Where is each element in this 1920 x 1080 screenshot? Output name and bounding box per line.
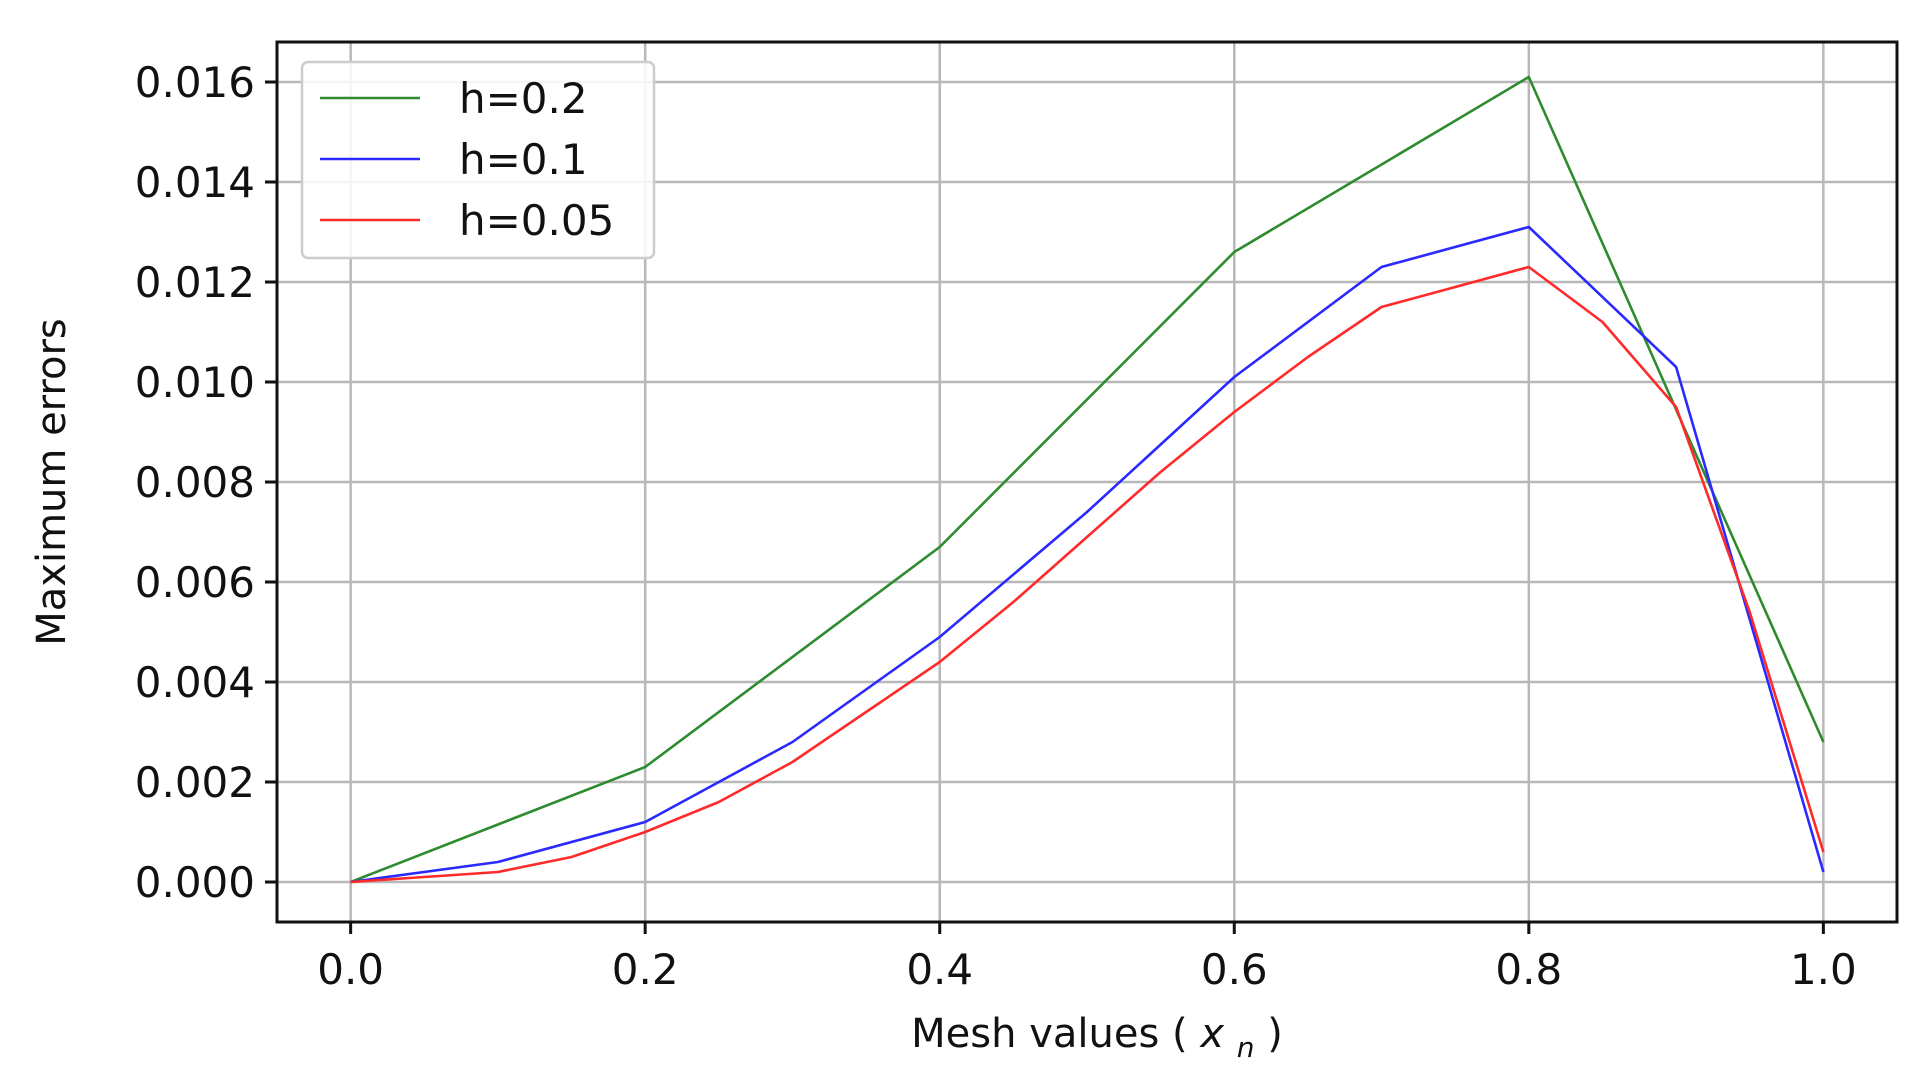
legend-box [300, 60, 656, 260]
series-layer [350, 75, 1825, 884]
y-tick-label: 0.010 [135, 358, 255, 407]
x-axis-label-text: Mesh values [911, 1011, 1159, 1057]
y-tick-label: 0.016 [135, 58, 255, 107]
y-axis: 0.000 0.002 0.004 0.006 0.008 0.010 0.012 0.014… [135, 58, 277, 907]
legend-item: h=0.05 [320, 196, 614, 245]
y-tick-label: 0.012 [135, 258, 255, 307]
grid [277, 42, 1897, 922]
x-axis: 0.0 0.2 0.4 0.6 0.8 1.0 [317, 922, 1857, 994]
series-line-h=0.2 [350, 75, 1825, 884]
y-axis-label: Maximum errors [29, 318, 75, 645]
x-axis-label: Mesh values ( x n ) [911, 1011, 1283, 1067]
x-axis-label-subscript: n [1237, 1031, 1255, 1064]
x-tick-label: 0.4 [906, 945, 973, 994]
x-axis-label-paren-close: ) [1267, 1011, 1283, 1057]
x-tick-label: 0.0 [317, 945, 384, 994]
x-tick-label: 1.0 [1790, 945, 1857, 994]
legend: h=0.2 h=0.1 h=0.05 [300, 60, 656, 260]
y-tick-label: 0.014 [135, 158, 255, 207]
series-line-h=0.05 [350, 265, 1825, 884]
y-tick-label: 0.000 [135, 858, 255, 907]
x-tick-label: 0.2 [612, 945, 679, 994]
legend-label: h=0.05 [459, 196, 614, 245]
x-tick-label: 0.8 [1495, 945, 1562, 994]
y-tick-label: 0.002 [135, 758, 255, 807]
y-tick-label: 0.008 [135, 458, 255, 507]
legend-label: h=0.2 [459, 74, 588, 123]
series-line-h=0.1 [350, 225, 1825, 884]
y-tick-label: 0.006 [135, 558, 255, 607]
x-axis-label-math: x [1198, 1011, 1224, 1057]
x-tick-label: 0.6 [1201, 945, 1268, 994]
legend-item: h=0.1 [320, 135, 588, 184]
legend-label: h=0.1 [459, 135, 588, 184]
x-axis-label-paren-open: ( [1172, 1011, 1188, 1057]
legend-item: h=0.2 [320, 74, 588, 123]
y-tick-label: 0.004 [135, 658, 255, 707]
